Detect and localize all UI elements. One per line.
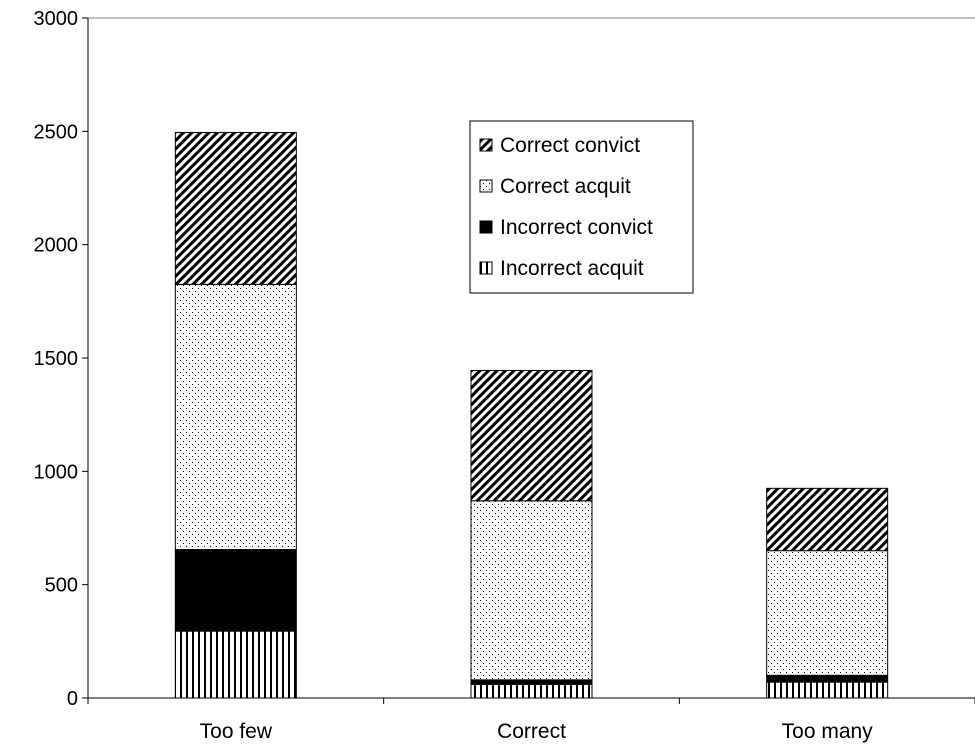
legend-swatch	[479, 179, 493, 193]
y-tick-label: 500	[45, 575, 78, 597]
bar-segment-correct-acquit	[766, 550, 889, 676]
legend: Correct convict Correct acquit Incorrect c…	[469, 120, 694, 294]
x-category-label: Correct	[497, 720, 566, 743]
bar-segment-incorrect-acquit	[174, 630, 297, 699]
y-tick-label: 1500	[34, 348, 79, 370]
legend-label: Correct acquit	[500, 175, 631, 198]
legend-box	[469, 120, 694, 294]
bar-segment-incorrect-acquit	[766, 681, 889, 699]
bars	[174, 131, 889, 699]
y-axis: 0 500 1000 1500 2000 2500 3000	[34, 8, 89, 710]
y-tick-label: 2500	[34, 121, 79, 143]
bar-segment-incorrect-convict	[174, 549, 297, 632]
bar-segment-correct-convict	[470, 369, 593, 502]
bar-segment-correct-acquit	[470, 500, 593, 681]
legend-swatch	[479, 138, 493, 152]
legend-label: Incorrect convict	[500, 216, 653, 239]
x-category-label: Too few	[200, 720, 273, 743]
bar-segment-incorrect-acquit	[470, 683, 593, 699]
x-axis: Too few Correct Too many	[87, 697, 975, 743]
bar-segment-correct-acquit	[174, 283, 297, 551]
bar-segment-correct-convict	[766, 487, 889, 552]
y-tick-label: 0	[67, 688, 78, 710]
bar-segment-incorrect-convict	[470, 679, 593, 685]
bar-segment-correct-convict	[174, 131, 297, 285]
legend-label: Incorrect acquit	[500, 257, 644, 280]
legend-label: Correct convict	[500, 134, 640, 157]
y-tick-label: 1000	[34, 461, 79, 483]
y-tick-label: 2000	[34, 235, 79, 257]
legend-swatch	[479, 261, 493, 275]
bar-segment-incorrect-convict	[766, 674, 889, 683]
y-tick-label: 3000	[34, 8, 79, 30]
legend-swatch	[479, 220, 493, 234]
x-category-label: Too many	[782, 720, 874, 743]
